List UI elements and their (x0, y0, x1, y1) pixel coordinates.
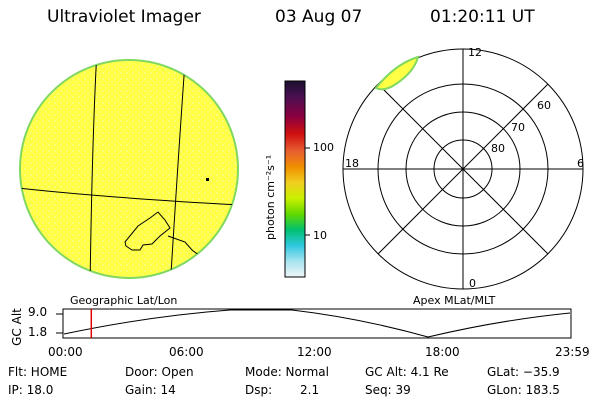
gc-alt-info: GC Alt: 4.1 Re (365, 365, 449, 379)
flight-info: Flt: HOME (8, 365, 68, 379)
mlt-label-6: 6 (577, 157, 584, 170)
lat-label-80: 80 (491, 142, 505, 155)
meridian-line (89, 60, 98, 278)
timeline-frame (62, 308, 572, 339)
meridian-line (169, 61, 186, 278)
polar-panel-label: Apex MLat/MLT (413, 294, 496, 307)
coastline (124, 211, 171, 251)
time-tick-1800: 18:00 (425, 345, 460, 359)
polar-diagonal (377, 83, 549, 255)
glat-info: GLat: −35.9 (487, 365, 560, 379)
lat-label-70: 70 (511, 121, 525, 134)
instrument-title: Ultraviolet Imager (47, 7, 201, 27)
mode-info: Mode: Normal (245, 365, 329, 379)
timeline-ymin: 1.8 (28, 325, 48, 339)
glon-info: GLon: 183.5 (487, 383, 560, 397)
ip-info: IP: 18.0 (8, 383, 54, 397)
mlt-label-0: 0 (469, 277, 476, 290)
colorbar-gradient (284, 80, 306, 278)
date-label: 03 Aug 07 (275, 7, 363, 27)
time-label: 01:20:11 UT (430, 7, 535, 27)
station-marker (206, 178, 209, 181)
time-tick-2359: 23:59 (555, 345, 590, 359)
timeline-ymax: 9.0 (28, 305, 48, 319)
colorbar-tick-100: 100 (313, 141, 334, 154)
mlt-label-12: 12 (468, 46, 482, 59)
time-tick-0600: 06:00 (169, 345, 204, 359)
seq-info: Seq: 39 (365, 383, 411, 397)
altitude-curve (63, 309, 571, 338)
time-tick-0000: 00:00 (48, 345, 83, 359)
polar-image-sliver (374, 55, 420, 91)
dsp-label: Dsp: (245, 383, 273, 397)
lat-label-60: 60 (537, 99, 551, 112)
colorbar-tick-10: 10 (313, 229, 327, 242)
parallel-line (20, 187, 238, 206)
time-tick-1200: 12:00 (297, 345, 332, 359)
geo-panel-label: Geographic Lat/Lon (70, 294, 178, 307)
door-info: Door: Open (125, 365, 194, 379)
dsp-value: 2.1 (300, 383, 320, 397)
gain-info: Gain: 14 (125, 383, 176, 397)
mlt-label-18: 18 (345, 157, 359, 170)
timeline-ylabel: GC Alt (10, 308, 24, 346)
geo-image-disk (19, 59, 239, 279)
